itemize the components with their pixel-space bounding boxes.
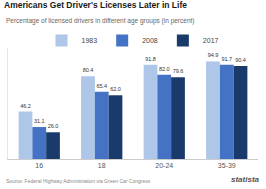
svg-text:2017: 2017 — [203, 37, 219, 44]
svg-text:94.9: 94.9 — [208, 52, 219, 58]
svg-text:20-24: 20-24 — [155, 162, 173, 169]
svg-text:1983: 1983 — [82, 37, 98, 44]
svg-text:91.8: 91.8 — [145, 56, 156, 62]
svg-text:62.0: 62.0 — [110, 86, 121, 92]
svg-text:79.6: 79.6 — [173, 68, 184, 74]
svg-text:46.2: 46.2 — [20, 103, 31, 109]
svg-text:Americans Get Driver's License: Americans Get Driver's Licenses Later in… — [4, 0, 187, 10]
svg-text:80.4: 80.4 — [83, 67, 94, 73]
svg-text:statista: statista — [231, 175, 260, 184]
svg-text:26.0: 26.0 — [48, 123, 59, 129]
svg-text:82.0: 82.0 — [159, 66, 170, 72]
svg-text:18: 18 — [98, 162, 106, 169]
svg-text:91.7: 91.7 — [221, 56, 232, 62]
svg-text:35-39: 35-39 — [218, 162, 236, 169]
svg-text:90.4: 90.4 — [235, 57, 246, 63]
svg-text:31.1: 31.1 — [34, 118, 45, 124]
svg-text:Source: Federal Highway Admini: Source: Federal Highway Administration v… — [6, 178, 151, 184]
svg-text:16: 16 — [35, 162, 43, 169]
svg-text:65.4: 65.4 — [96, 83, 107, 89]
svg-text:Percentage of licensed drivers: Percentage of licensed drivers in differ… — [6, 17, 195, 25]
svg-text:2008: 2008 — [142, 37, 158, 44]
